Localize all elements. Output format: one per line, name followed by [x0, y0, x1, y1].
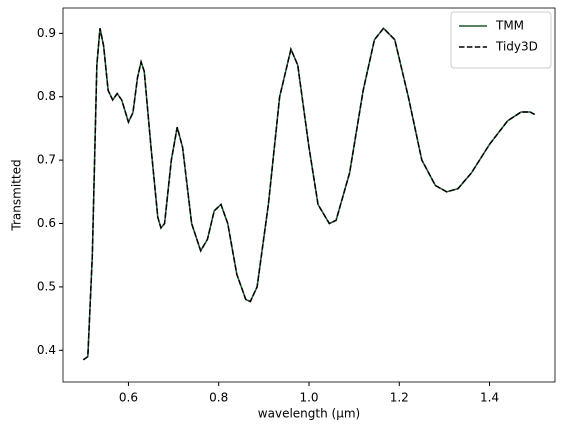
y-tick-label: 0.9: [37, 26, 56, 40]
y-tick-label: 0.4: [37, 343, 56, 357]
legend-label: Tidy3D: [495, 40, 538, 54]
y-axis-label: Transmitted: [10, 159, 24, 231]
line-series: [82, 27, 536, 361]
line-series: [82, 27, 536, 361]
x-tick-label: 0.6: [119, 391, 138, 405]
y-tick-label: 0.7: [37, 153, 56, 167]
x-tick-label: 1.0: [299, 391, 318, 405]
y-tick-label: 0.6: [37, 216, 56, 230]
y-tick-label: 0.5: [37, 279, 56, 293]
y-tick-label: 0.8: [37, 89, 56, 103]
x-tick-label: 1.2: [390, 391, 409, 405]
legend-label: TMM: [495, 19, 524, 33]
plot-frame: [62, 7, 556, 383]
x-axis-label: wavelength (μm): [258, 407, 360, 421]
x-tick-label: 0.8: [209, 391, 228, 405]
x-tick-label: 1.4: [480, 391, 499, 405]
